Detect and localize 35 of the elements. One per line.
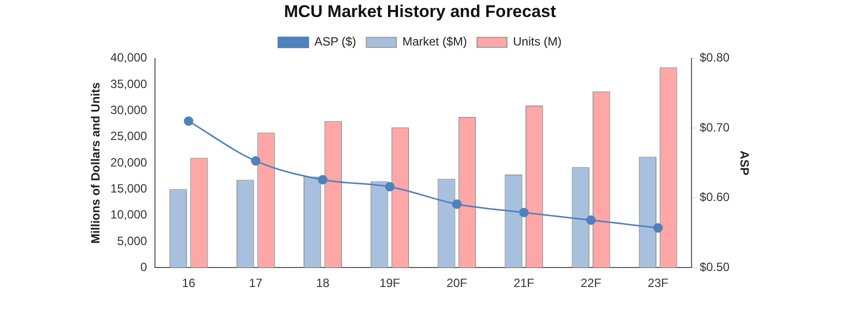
y-tick-label: 5,000	[117, 234, 148, 248]
y2-axis-title: ASP	[737, 150, 752, 176]
y-tick-label: 0	[140, 260, 148, 274]
point	[250, 156, 260, 166]
y-tick-label: 10,000	[110, 208, 148, 222]
x-tick-label: 20F	[446, 276, 468, 290]
y-tick-label: 25,000	[110, 129, 148, 144]
y-tick-label: 30,000	[110, 103, 148, 118]
point	[452, 199, 462, 209]
point	[519, 208, 529, 218]
x-tick-label: 22F	[580, 276, 602, 290]
legend-label: Units (M)	[513, 34, 562, 49]
point	[586, 215, 596, 225]
chart-title: MCU Market History and Forecast	[284, 2, 556, 21]
point	[184, 116, 194, 126]
y-tick-label: 20,000	[110, 155, 148, 170]
point	[385, 182, 395, 192]
y2-tick-label: $0.70	[700, 120, 730, 134]
x-tick-label: 16	[182, 276, 196, 290]
x-tick-label: 21F	[514, 276, 534, 290]
x-tick-label: 19F	[379, 276, 400, 290]
y2-tick-label: $0.50	[700, 260, 730, 274]
y-tick-label: 15,000	[110, 181, 148, 196]
y-tick-label: 35,000	[110, 76, 148, 91]
point	[318, 174, 328, 184]
legend-label: Market ($M)	[402, 34, 468, 49]
y-axis-title: Millions of Dollars and Units	[88, 82, 103, 244]
y2-tick-label: $0.60	[700, 190, 730, 204]
y-tick-label: 40,000	[110, 50, 148, 65]
x-tick-label: 23F	[648, 276, 668, 290]
legend-label: ASP ($)	[314, 34, 356, 49]
x-tick-label: 18	[316, 276, 330, 290]
point	[653, 223, 663, 233]
x-tick-label: 17	[249, 276, 263, 290]
y2-tick-label: $0.80	[700, 50, 730, 65]
